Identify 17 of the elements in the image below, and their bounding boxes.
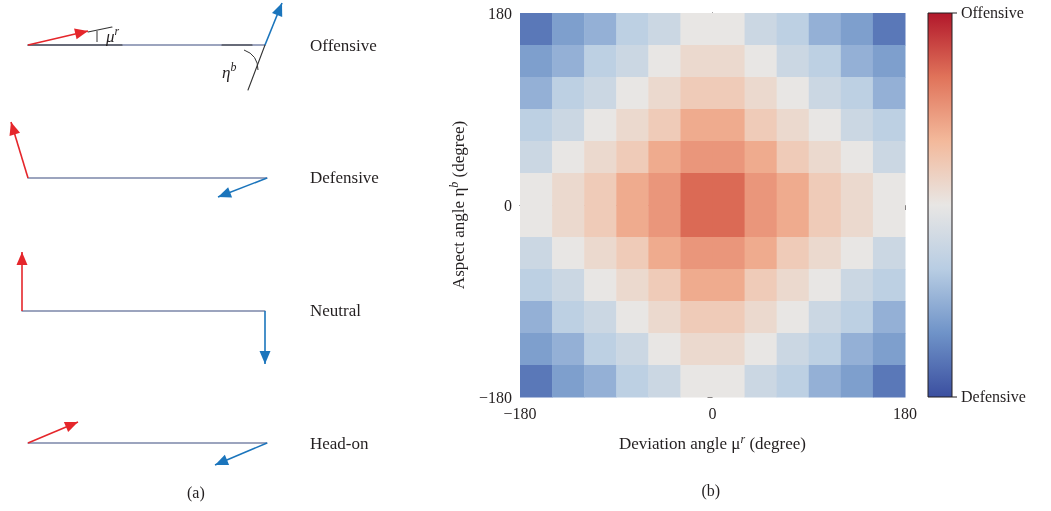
x-tick-label: 180 — [893, 404, 917, 422]
x-tick-label: 0 — [708, 404, 717, 422]
text: Head-on — [310, 434, 370, 453]
x-tick-label: −180 — [503, 404, 537, 422]
color-bar-label: Offensive — [961, 3, 1024, 21]
y-axis-title: Aspect angle ηb (degree) — [447, 120, 468, 290]
y-tick-label: −180 — [478, 388, 512, 406]
y-tick-label: 180 — [488, 4, 512, 22]
text: μ$^{r}$ — [105, 24, 120, 46]
text: (a) — [187, 484, 205, 502]
y-tick-label: 0 — [504, 196, 512, 214]
text: Offensive — [310, 36, 377, 55]
text: (b) — [701, 481, 721, 500]
color-bar-label: Defensive — [961, 387, 1026, 405]
text: η$^{b}$ — [222, 60, 237, 82]
text: Neutral — [310, 301, 362, 320]
text: Defensive — [310, 168, 379, 187]
